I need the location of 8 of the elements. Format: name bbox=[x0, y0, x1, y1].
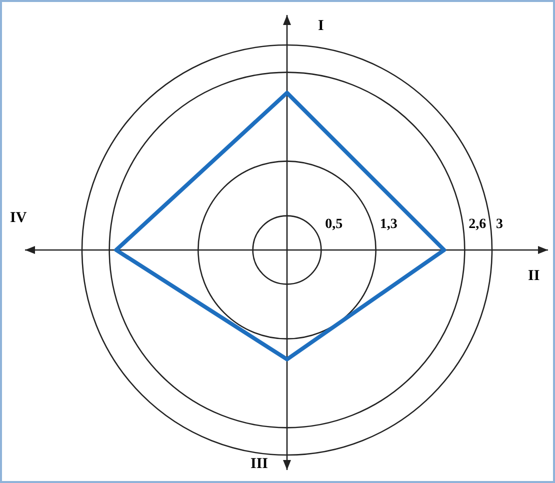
spoke-label: II bbox=[528, 268, 540, 284]
y-tick-label: 2,6 bbox=[468, 217, 486, 232]
spoke-label: III bbox=[250, 456, 268, 472]
spoke-label: I bbox=[318, 18, 324, 34]
spoke-label: IV bbox=[10, 210, 27, 226]
y-tick-label: 0,5 bbox=[325, 217, 343, 232]
y-tick-label: 1,3 bbox=[380, 217, 398, 232]
y-tick-label: 3 bbox=[496, 217, 503, 232]
